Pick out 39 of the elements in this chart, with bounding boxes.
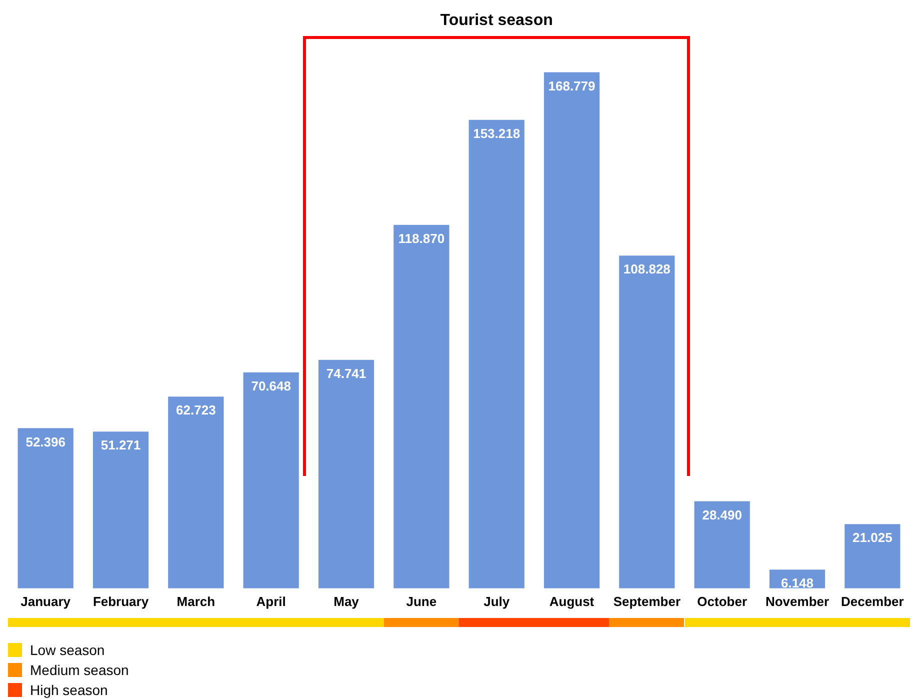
- text: High season: [30, 682, 108, 698]
- bar: [168, 396, 224, 588]
- x-tick-label: March: [176, 594, 216, 609]
- data-label: 74.741: [326, 366, 366, 381]
- data-label: 52.396: [26, 434, 66, 450]
- bar: [468, 120, 524, 588]
- x-tick-label: October: [697, 594, 748, 609]
- x-tick-label: November: [765, 594, 830, 609]
- x-tick-label: February: [92, 594, 150, 609]
- data-label: 118.870: [398, 231, 445, 246]
- data-label: 153.218: [473, 126, 520, 141]
- data-label: 62.723: [176, 402, 216, 418]
- data-label: 21.025: [852, 530, 892, 546]
- x-tick-label: December: [840, 594, 904, 609]
- x-tick-label: January: [20, 594, 72, 609]
- x-tick-label: June: [406, 594, 437, 609]
- x-tick-label: April: [256, 594, 286, 609]
- data-label: 51.271: [100, 438, 141, 453]
- text: Medium season: [30, 662, 129, 678]
- text: Tourist season: [440, 12, 553, 29]
- data-label: 70.648: [251, 378, 291, 394]
- data-label: 28.490: [702, 507, 742, 522]
- bar: [394, 224, 450, 588]
- bar: [544, 72, 600, 588]
- x-tick-label: August: [549, 594, 595, 609]
- data-label: 108.828: [623, 262, 670, 277]
- bar: [18, 428, 74, 588]
- bar: [243, 372, 299, 588]
- bar: [844, 524, 900, 588]
- x-tick-label: September: [613, 594, 681, 609]
- data-label: 168.779: [548, 78, 596, 94]
- x-tick-label: May: [334, 594, 360, 609]
- bar: [619, 256, 675, 588]
- bar: [318, 360, 374, 588]
- data-label: 6.148: [780, 576, 814, 591]
- bar: [694, 501, 750, 588]
- bar: [92, 432, 149, 588]
- text: Low season: [30, 642, 105, 658]
- x-tick-label: July: [484, 594, 510, 609]
